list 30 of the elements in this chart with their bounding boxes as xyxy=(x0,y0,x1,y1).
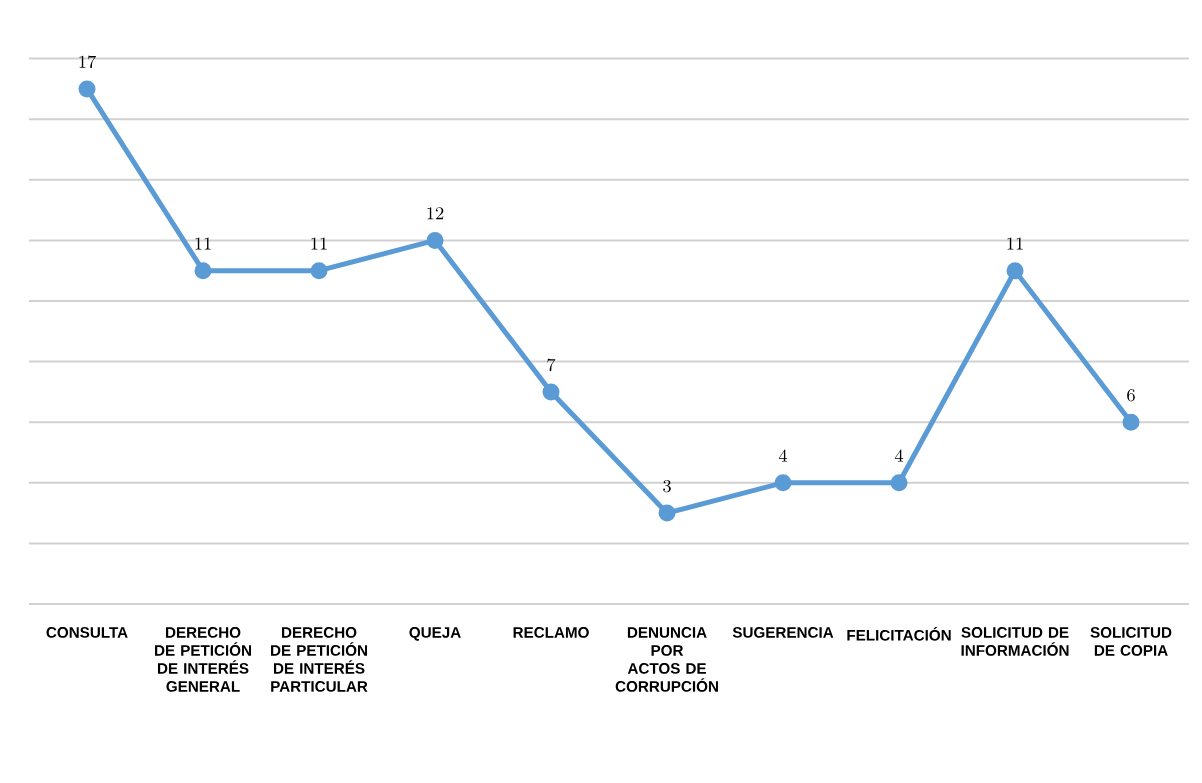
x-tick-label: SOLICITUD DE COPIA xyxy=(1090,627,1172,656)
data-label: 11 xyxy=(195,237,211,250)
x-tick-label: CONSULTA xyxy=(46,627,128,638)
point xyxy=(774,474,792,492)
data-label: 12 xyxy=(427,207,444,220)
point xyxy=(1006,262,1024,280)
point xyxy=(78,80,96,98)
point xyxy=(194,262,212,280)
x-tick-label: FELICITACIÓN xyxy=(847,627,951,641)
data-label: 4 xyxy=(778,449,788,462)
x-tick-label: QUEJA xyxy=(409,627,461,641)
data-label: 7 xyxy=(547,358,556,372)
data-label: 3 xyxy=(663,479,671,493)
data-label: 17 xyxy=(79,55,96,69)
x-tick-label: DERECHO DE PETICIÓN DE INTERÉS GENERAL xyxy=(155,627,251,692)
x-tick-label: DERECHO DE PETICIÓN DE INTERÉS PARTICULAR xyxy=(271,627,368,692)
point xyxy=(542,383,560,401)
point xyxy=(426,231,444,249)
x-tick-label: DENUNCIA POR ACTOS DE CORRUPCIÓN xyxy=(615,627,718,692)
x-tick-label: SOLICITUD DE INFORMACIÓN xyxy=(961,627,1069,656)
data-label: 6 xyxy=(1127,389,1135,402)
data-label: 11 xyxy=(311,237,327,250)
point xyxy=(658,504,676,522)
x-tick-label: SUGERENCIA xyxy=(732,627,834,638)
point xyxy=(310,262,328,280)
point xyxy=(1122,413,1140,431)
point xyxy=(890,474,908,492)
data-label: 4 xyxy=(894,449,904,462)
x-tick-label: RECLAMO xyxy=(513,627,589,638)
data-label: 11 xyxy=(1007,237,1023,250)
